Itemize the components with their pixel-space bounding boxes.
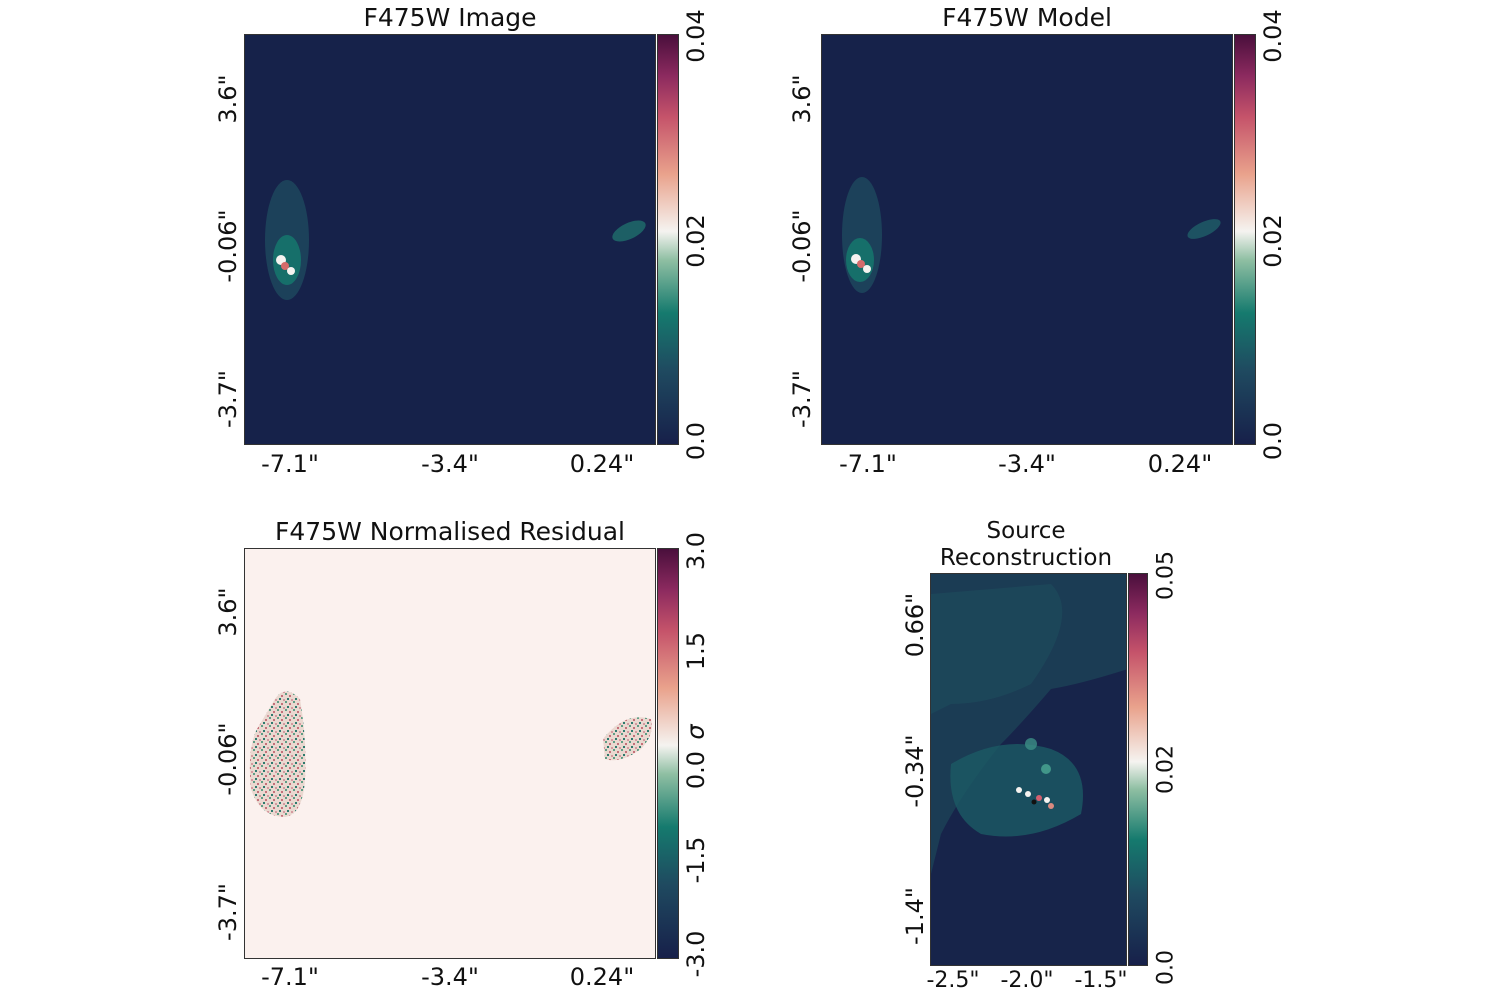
- x-tick-label: 0.24": [1147, 450, 1213, 478]
- y-tick-label: 3.6": [214, 587, 242, 637]
- heatmap-model: [821, 34, 1233, 445]
- colorbar-tick-label: 0.0: [1259, 421, 1287, 461]
- colorbar-tick-label: -3.0: [682, 930, 710, 978]
- colorbar-tick-label: 0.02: [1153, 745, 1179, 794]
- y-tick-label: -3.7": [214, 883, 242, 941]
- y-tick-label: -0.34": [901, 734, 929, 808]
- y-tick-label: -1.4": [901, 887, 929, 945]
- x-tick-label: -3.4": [421, 963, 479, 991]
- plot-title: F475W Image: [363, 3, 537, 32]
- colorbar: [1128, 573, 1148, 966]
- y-tick-label: 3.6": [214, 74, 242, 124]
- x-tick-label: -7.1": [839, 450, 897, 478]
- heatmap-image-emission: [265, 180, 646, 300]
- colorbar: [657, 34, 679, 445]
- heatmap-residual: [244, 548, 656, 959]
- y-tick-label: -0.06": [788, 209, 816, 283]
- plot-title: F475W Normalised Residual: [275, 517, 625, 546]
- colorbar-tick-label: 0.0: [682, 750, 710, 790]
- colorbar-tick-label: 0.04: [682, 9, 710, 63]
- x-tick-label: -7.1": [261, 450, 319, 478]
- y-tick-label: 3.6": [788, 74, 816, 124]
- colorbar-tick-label: 0.05: [1153, 551, 1179, 600]
- x-tick-label: -2.5": [926, 968, 980, 993]
- colorbar-tick-label: 0.02: [682, 214, 710, 268]
- residual-region: [603, 717, 652, 761]
- colorbar-tick-label: 0.04: [1259, 9, 1287, 63]
- colorbar-unit-label: σ: [681, 724, 710, 740]
- heatmap-image: [244, 34, 656, 445]
- y-tick-label: -0.06": [214, 209, 242, 283]
- plot-title: F475W Model: [942, 3, 1112, 32]
- x-tick-label: -2.0": [1000, 968, 1054, 993]
- x-tick-label: -3.4": [421, 450, 479, 478]
- x-tick-label: -3.4": [998, 450, 1056, 478]
- colorbar-tick-label: 0.0: [1153, 950, 1179, 985]
- colorbar-tick-label: 1.5: [682, 631, 710, 671]
- residual-region: [249, 691, 306, 817]
- heatmap-model-emission: [842, 177, 1221, 293]
- colorbar: [657, 548, 679, 959]
- y-tick-label: -3.7": [788, 370, 816, 428]
- y-tick-label: 0.66": [901, 592, 929, 658]
- x-tick-label: 0.24": [569, 963, 635, 991]
- heatmap-residual-emission: [249, 691, 652, 817]
- heatmap-source-emission: [931, 574, 1126, 874]
- colorbar-tick-label: 3.0: [682, 531, 710, 571]
- colorbar-tick-label: 0.0: [682, 421, 710, 461]
- heatmap-source: [930, 573, 1127, 966]
- colorbar-tick-label: 0.02: [1259, 214, 1287, 268]
- x-tick-label: -1.5": [1074, 968, 1128, 993]
- colorbar-tick-label: -1.5: [682, 836, 710, 884]
- y-tick-label: -3.7": [214, 370, 242, 428]
- colorbar: [1234, 34, 1256, 445]
- y-tick-label: -0.06": [214, 722, 242, 796]
- plot-title: Source Reconstruction: [939, 518, 1113, 571]
- x-tick-label: -7.1": [261, 963, 319, 991]
- x-tick-label: 0.24": [569, 450, 635, 478]
